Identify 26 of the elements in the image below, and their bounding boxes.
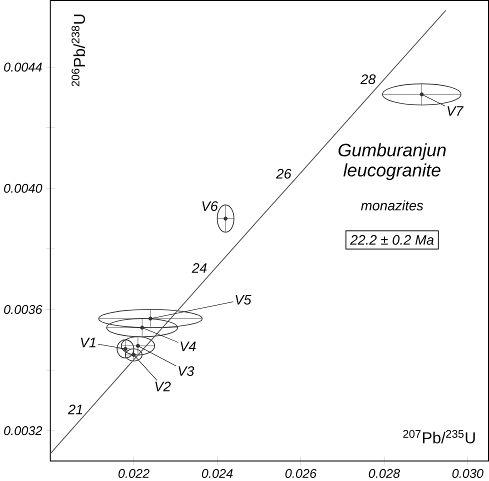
annotation: V6 [202,201,218,211]
y-tick-label: 0.0040 [4,184,42,193]
y-axis-title: $^{206}$Pb/$^{238}$U [72,14,85,86]
annotation: V4 [180,341,196,351]
text: Gumburanjun leucogranite [338,143,446,180]
annotation: 24 [192,262,207,273]
annotation: V3 [178,366,194,376]
annotation: 28 [360,74,376,84]
text: monazites [361,200,424,210]
point [116,339,134,358]
y-tick-label: 0.0032 [4,426,42,435]
annotation: 22.2 ± 0.2 Ma [350,234,434,245]
annotation: V5 [236,294,252,304]
x-axis-title: $^{207}$Pb/$^{235}$U [403,430,475,444]
x-tick-label: 0.026 [285,468,317,478]
x-tick-label: 0.030 [452,468,484,478]
annotation: V7 [448,106,464,116]
annotation: 26 [276,168,292,178]
y-tick-label: 0.0036 [4,304,42,314]
y-tick-label: 0.0044 [4,62,42,72]
annotation: V2 [155,381,171,392]
x-tick-label: 0.022 [118,468,150,478]
annotation: V1 [80,338,96,348]
annotation: 21 [68,404,82,414]
x-tick-label: 0.028 [368,468,400,478]
x-tick-label: 0.024 [202,468,233,478]
